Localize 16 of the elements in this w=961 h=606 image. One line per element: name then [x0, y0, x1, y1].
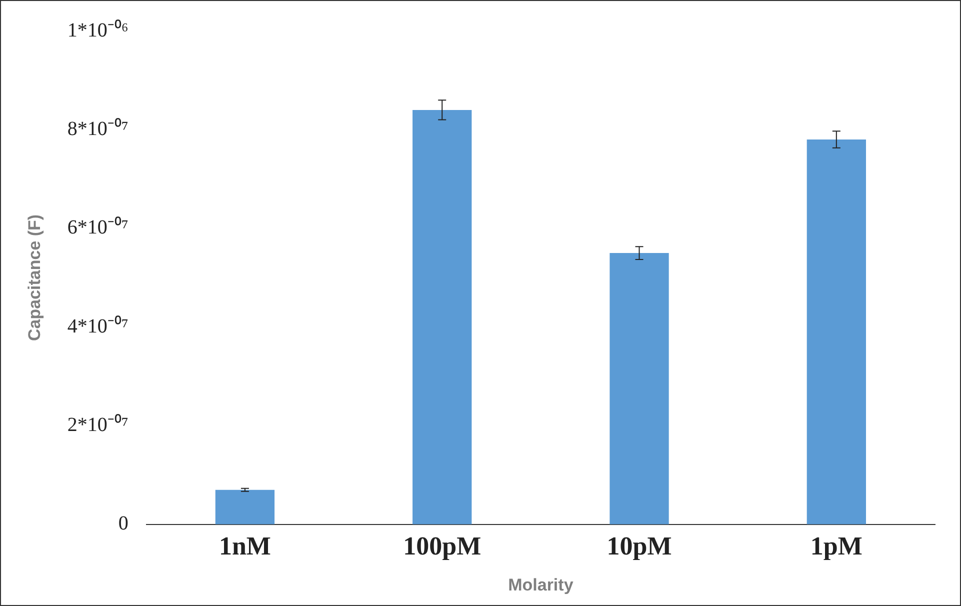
y-axis-title: Capacitance (F) — [24, 214, 44, 341]
x-tick-label: 100pM — [403, 532, 482, 561]
y-tick-label: 1*10⁻⁰⁶ — [67, 18, 128, 42]
y-tick-label: 2*10⁻⁰⁷ — [67, 412, 128, 436]
y-tick-label: 0 — [118, 512, 128, 535]
bar — [610, 253, 669, 524]
y-tick-label: 6*10⁻⁰⁷ — [67, 216, 128, 239]
y-tick-label: 8*10⁻⁰⁷ — [67, 116, 128, 140]
bar — [412, 110, 472, 524]
x-axis-title: Molarity — [508, 575, 574, 594]
bar — [215, 490, 275, 524]
bar — [806, 140, 866, 524]
y-tick-label: 4*10⁻⁰⁷ — [67, 314, 128, 338]
x-tick-label: 1nM — [218, 532, 271, 561]
x-tick-label: 1pM — [810, 532, 862, 561]
x-tick-label: 10pM — [606, 532, 672, 561]
